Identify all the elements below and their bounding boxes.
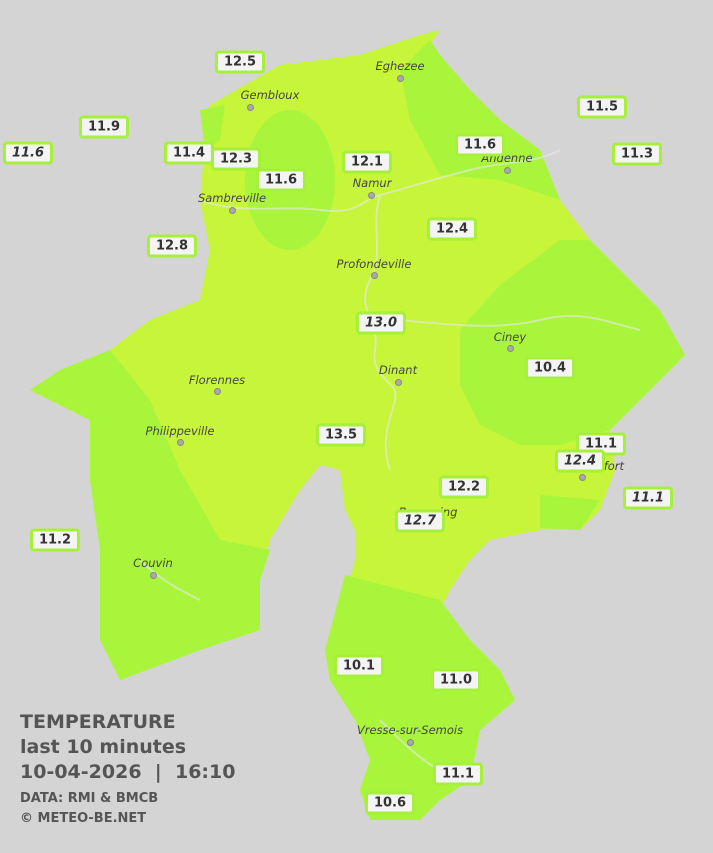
- city-label: Philippeville: [145, 424, 215, 438]
- city-dot: [213, 387, 221, 395]
- station-value: 11.5: [576, 95, 628, 119]
- station-value: 12.7: [394, 509, 446, 533]
- city-dot: [370, 271, 378, 279]
- city-dot: [406, 738, 414, 746]
- city-label: Vresse-sur-Semois: [356, 723, 464, 737]
- station-value: 13.0: [355, 311, 407, 335]
- station-value: 11.0: [430, 668, 482, 692]
- station-value: 11.6: [2, 141, 54, 165]
- city-dot: [394, 378, 402, 386]
- station-value: 10.4: [524, 356, 576, 380]
- separator: |: [154, 761, 162, 783]
- city-dot: [506, 344, 514, 352]
- station-value: 12.3: [210, 147, 262, 171]
- city-label: Sambreville: [197, 191, 267, 205]
- data-source: DATA: RMI & BMCB: [20, 791, 159, 806]
- timestamp: 10-04-2026 | 16:10: [20, 760, 235, 785]
- station-value: 11.3: [611, 142, 663, 166]
- city-label: Florennes: [188, 373, 246, 387]
- date: 10-04-2026: [20, 761, 142, 783]
- station-value: 13.5: [315, 423, 367, 447]
- city-dot: [367, 191, 375, 199]
- city-label: Couvin: [133, 556, 173, 570]
- station-value: 11.9: [78, 115, 130, 139]
- station-value: 11.1: [622, 486, 674, 510]
- time: 16:10: [174, 761, 236, 783]
- station-value: 10.1: [333, 654, 385, 678]
- station-value: 11.1: [432, 762, 484, 786]
- legend: TEMPERATURE last 10 minutes 10-04-2026 |…: [20, 710, 235, 829]
- city-dot: [246, 103, 254, 111]
- station-value: 10.6: [364, 791, 416, 815]
- city-dot: [578, 473, 586, 481]
- station-value: 11.6: [255, 168, 307, 192]
- station-value: 12.4: [554, 449, 606, 473]
- city-label: Gembloux: [240, 88, 300, 102]
- station-value: 11.4: [163, 141, 215, 165]
- station-value: 12.8: [146, 234, 198, 258]
- zones: [30, 40, 685, 820]
- city-dot: [396, 74, 404, 82]
- station-value: 12.5: [214, 50, 266, 74]
- city-dot: [149, 571, 157, 579]
- city-dot: [176, 438, 184, 446]
- station-value: 11.6: [454, 133, 506, 157]
- station-value: 11.2: [29, 528, 81, 552]
- city-label: Dinant: [378, 363, 418, 377]
- rivers: [139, 149, 641, 771]
- city-label: Profondeville: [336, 257, 412, 271]
- copyright: © METEO-BE.NET: [20, 811, 147, 826]
- city-label: Eghezee: [375, 59, 425, 73]
- station-value: 12.1: [341, 150, 393, 174]
- title: TEMPERATURE: [20, 711, 176, 733]
- station-value: 12.4: [426, 217, 478, 241]
- city-dot: [503, 166, 511, 174]
- city-dot: [228, 206, 236, 214]
- station-value: 12.2: [438, 475, 490, 499]
- city-label: Namur: [352, 176, 392, 190]
- subtitle: last 10 minutes: [20, 736, 187, 758]
- city-label: Ciney: [493, 330, 527, 344]
